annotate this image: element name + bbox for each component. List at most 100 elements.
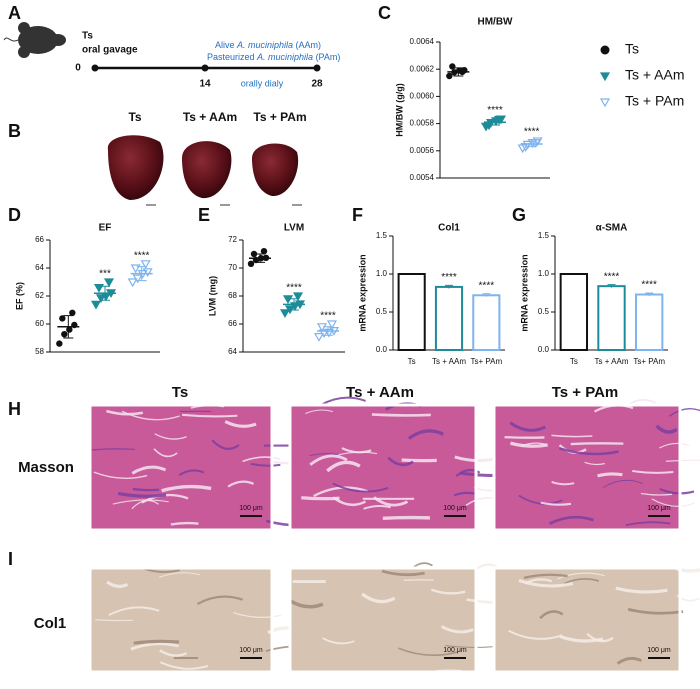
data-point [59, 315, 65, 321]
histology-image [290, 568, 476, 672]
bar [436, 287, 462, 350]
legend-label: Ts + AAm [625, 67, 685, 83]
chart-title: EF [99, 223, 112, 234]
legend-marker [601, 99, 609, 106]
y-tick-label: 0.0060 [410, 92, 435, 101]
y-tick-label: 0.0 [538, 345, 550, 354]
bar [636, 295, 662, 350]
y-tick-label: 0.5 [538, 307, 550, 316]
y-tick-label: 0.0058 [410, 119, 435, 128]
y-tick-label: 58 [35, 347, 44, 356]
timeline-day: 0 [75, 63, 81, 74]
timeline-dot [202, 65, 209, 72]
treatment-2: Pasteurized A. muciniphila (PAm) [207, 52, 340, 62]
scale-bar-label: 100 μm [443, 647, 467, 654]
heart-label: Ts + AAm [183, 110, 237, 124]
panel-label: I [8, 549, 13, 569]
y-tick-label: 0.0062 [410, 64, 435, 73]
y-tick-label: 64 [35, 263, 44, 272]
text-part: Pasteurized [207, 52, 257, 62]
data-point [61, 331, 67, 337]
heart-label: Ts + PAm [253, 110, 306, 124]
x-tick-label: Ts + AAm [432, 357, 466, 366]
treatment-1: Alive A. muciniphila (AAm) [215, 40, 321, 50]
chart-title: Col1 [438, 223, 460, 234]
mouse-icon [4, 22, 66, 58]
scale-bar-label: 100 μm [239, 647, 263, 654]
significance: **** [441, 272, 457, 283]
legend-marker [601, 73, 609, 80]
chart-title: HM/BW [478, 17, 514, 28]
chart-title: α-SMA [596, 223, 628, 234]
panel-label: D [8, 205, 21, 225]
y-tick-label: 66 [35, 235, 44, 244]
data-point [95, 285, 103, 292]
data-point [449, 63, 455, 69]
significance: *** [99, 269, 111, 280]
y-tick-label: 0.0056 [410, 146, 435, 155]
y-tick-label: 62 [35, 291, 44, 300]
panel-label: B [8, 121, 21, 141]
histology-image [90, 568, 272, 672]
y-tick-label: 66 [228, 319, 237, 328]
y-tick-label: 70 [228, 263, 237, 272]
y-tick-label: 68 [228, 291, 237, 300]
tissue-texture [134, 641, 179, 643]
data-point [315, 334, 323, 341]
timeline-day: 28 [311, 79, 323, 90]
significance: **** [134, 250, 150, 261]
tissue-texture [301, 498, 339, 499]
tissue-texture [133, 489, 159, 490]
y-tick-label: 72 [228, 235, 237, 244]
histology-image [494, 568, 680, 672]
data-point [261, 248, 267, 254]
heart-label: Ts [128, 110, 141, 124]
x-tick-label: Ts + AAm [594, 357, 628, 366]
y-tick-label: 1.5 [376, 231, 388, 240]
significance: **** [604, 271, 620, 282]
y-tick-label: 0.0064 [410, 37, 435, 46]
column-header: Ts [172, 384, 188, 401]
panel-label: A [8, 3, 21, 23]
bar [399, 274, 425, 350]
data-point [92, 301, 100, 308]
text-part: (PAm) [313, 52, 340, 62]
y-tick-label: 1.0 [538, 269, 550, 278]
heart-photos [108, 135, 302, 205]
tissue-texture [402, 460, 437, 461]
scale-bar-label: 100 μm [647, 647, 671, 654]
bar [598, 286, 624, 350]
tissue-texture [505, 437, 545, 438]
panel-label: C [378, 3, 391, 23]
y-tick-label: 0.0 [376, 345, 388, 354]
timeline-note: orally dialy [241, 78, 284, 88]
tissue-texture [372, 414, 431, 415]
significance: **** [286, 283, 302, 294]
significance: **** [487, 105, 503, 116]
data-point [105, 279, 113, 286]
significance: **** [524, 127, 540, 138]
chart-title: LVM [284, 223, 304, 234]
text-part: A. muciniphila [256, 52, 313, 62]
legend-label: Ts [625, 41, 639, 57]
y-axis-label: mRNA expression [357, 254, 367, 331]
significance: **** [641, 280, 657, 291]
y-tick-label: 0.0054 [410, 173, 435, 182]
scale-bar-label: 100 μm [443, 505, 467, 512]
y-tick-label: 60 [35, 319, 44, 328]
significance: **** [479, 280, 495, 291]
data-point [56, 340, 62, 346]
bar [561, 274, 587, 350]
y-tick-label: 1.5 [538, 231, 550, 240]
panel-label: G [512, 205, 526, 225]
scale-bar-label: 100 μm [239, 505, 263, 512]
y-axis-label: EF (%) [14, 282, 24, 310]
bar [473, 295, 499, 350]
panel-label: H [8, 399, 21, 419]
y-tick-label: 64 [228, 347, 237, 356]
timeline-dot [314, 65, 321, 72]
x-tick-label: Ts+ PAm [633, 357, 665, 366]
scale-bar-label: 100 μm [647, 505, 671, 512]
text-part: Alive [215, 40, 237, 50]
